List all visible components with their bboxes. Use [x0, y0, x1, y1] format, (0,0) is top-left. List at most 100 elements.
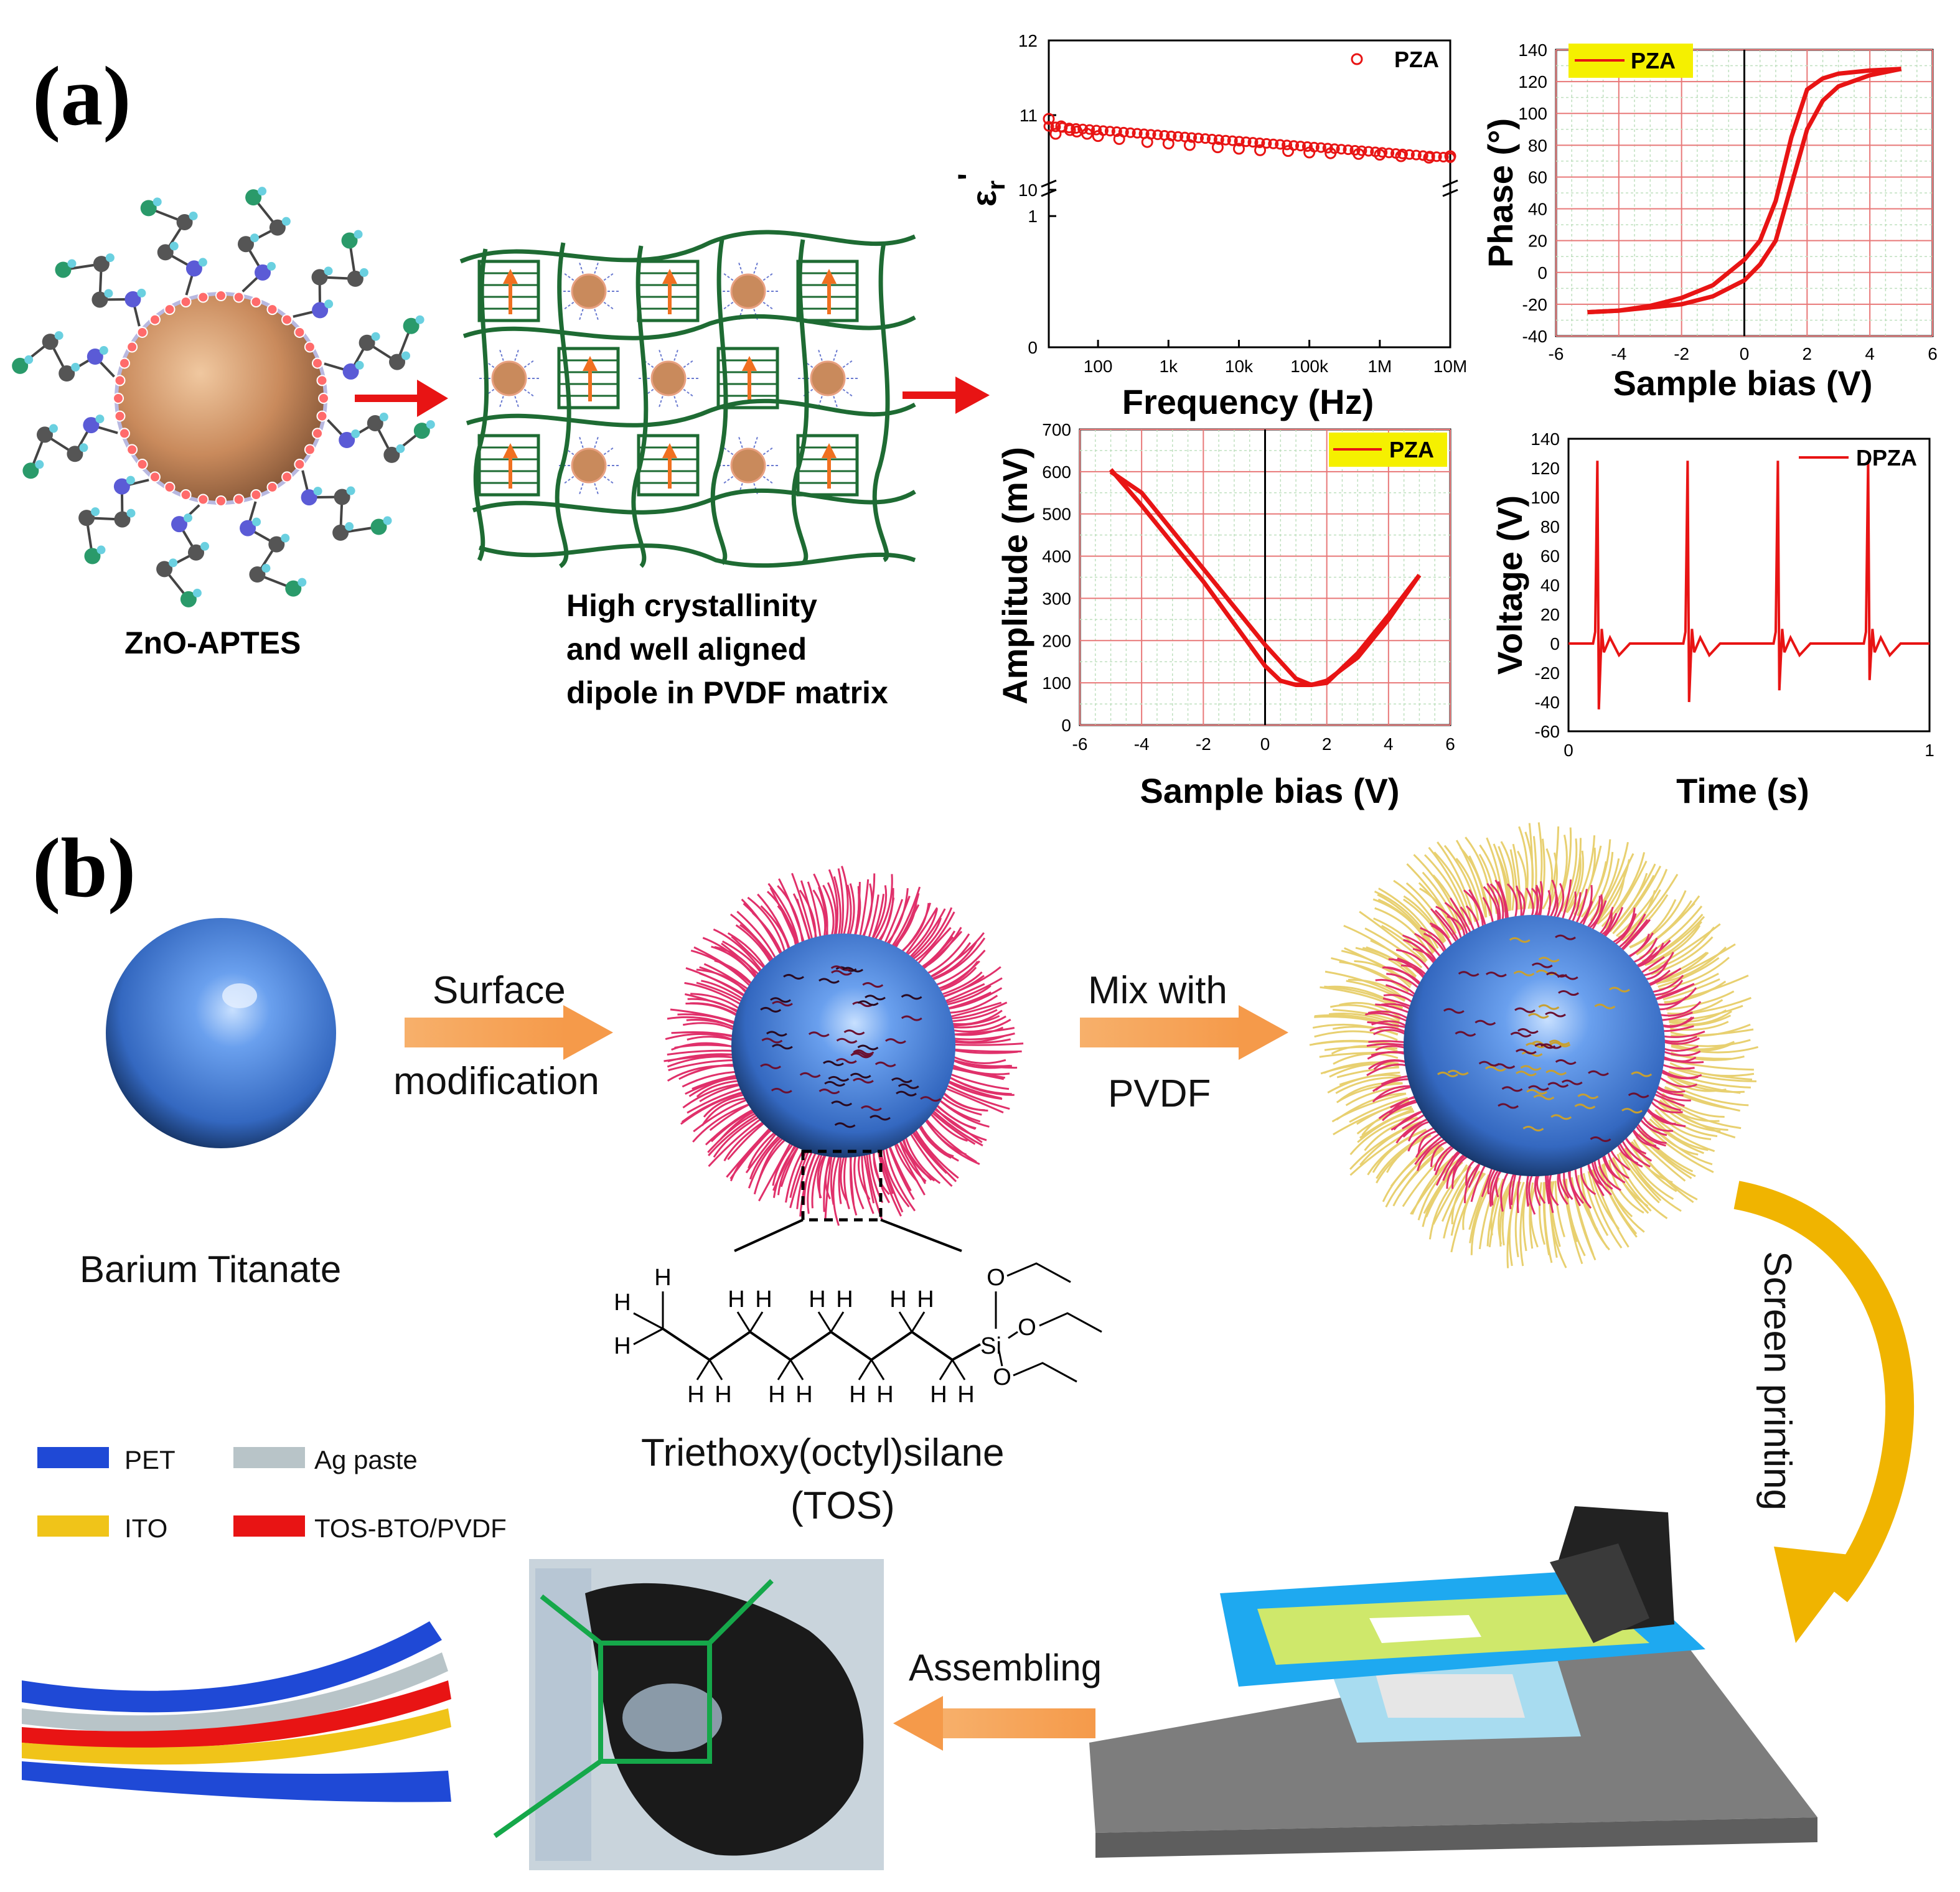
data-point — [1356, 145, 1367, 156]
data-point — [1183, 139, 1196, 151]
y-tick-label: 700 — [1042, 420, 1071, 439]
ch-bond — [633, 1328, 663, 1346]
amplitude-chart: -6 -4 -2 0 2 4 6 0 100 200 300 400 500 600 700 PZA Sampl… — [995, 420, 1455, 810]
y-tick-label: 600 — [1042, 462, 1071, 482]
aptes-ligands — [12, 187, 435, 607]
x-tick-label: 0 — [1564, 741, 1573, 760]
x-tick-label: 10M — [1433, 357, 1467, 376]
ch-bond — [911, 1311, 926, 1332]
ethyl-group — [1039, 1312, 1102, 1333]
y-tick-label: 60 — [1528, 167, 1547, 187]
data-point — [1424, 151, 1435, 162]
zno-aptes-particle — [12, 187, 435, 607]
x-tick-label: -6 — [1072, 734, 1088, 754]
data-point — [1288, 140, 1300, 151]
data-point — [1295, 141, 1306, 152]
data-point — [1322, 143, 1333, 154]
data-point — [1370, 146, 1381, 157]
h-atom: H — [876, 1382, 893, 1408]
barium-titanate-label: Barium Titanate — [80, 1248, 341, 1290]
x-axis-title: Time (s) — [1676, 771, 1809, 810]
screen-printing-label: Screen printing — [1756, 1251, 1799, 1510]
data-point — [1206, 134, 1217, 145]
reverse-branch — [1587, 67, 1901, 315]
x-tick-label: 100 — [1084, 357, 1113, 376]
permittivity-chart: 10 11 12 0 1 100 1k 10k 100k 1M 10M PZA Frequency (H… — [952, 31, 1467, 421]
data-point — [1084, 124, 1095, 135]
y-tick-label: 60 — [1540, 546, 1560, 566]
ag-paste-label: Ag paste — [314, 1445, 418, 1474]
data-point — [1043, 113, 1055, 125]
h-atom: H — [728, 1286, 744, 1313]
data-point — [1077, 123, 1089, 134]
data-point — [1410, 149, 1422, 161]
data-point — [1159, 130, 1170, 141]
y-tick-label: 0 — [1028, 338, 1038, 357]
data-point — [1363, 146, 1374, 157]
ethyl-group — [1013, 1362, 1077, 1383]
x-tick-label: 0 — [1260, 734, 1270, 754]
y-axis-title: εr' — [952, 173, 1010, 207]
si-o-bond — [1008, 1331, 1018, 1339]
x-axis-title: Frequency (Hz) — [1122, 382, 1374, 421]
c-si-bond — [952, 1343, 981, 1361]
y-tick-label: 40 — [1528, 200, 1547, 219]
data-point — [1261, 138, 1272, 149]
y-tick-label: 500 — [1042, 505, 1071, 524]
y-tick-label: 100 — [1042, 673, 1071, 693]
ch-bond — [858, 1359, 873, 1380]
x-tick-label: 1M — [1367, 357, 1392, 376]
h-atom: H — [809, 1286, 825, 1313]
data-point — [1282, 139, 1293, 151]
data-point — [1211, 141, 1224, 154]
ch-bond — [898, 1311, 913, 1332]
legend-label: PZA — [1389, 437, 1434, 462]
data-point — [1445, 152, 1456, 163]
mix-pvdf-arrow — [1080, 1005, 1288, 1060]
pet-label: PET — [124, 1445, 176, 1474]
data-point — [1438, 152, 1449, 163]
y-tick-label: 10 — [1018, 180, 1038, 200]
red-arrow-1 — [355, 380, 448, 417]
o-atom: O — [1018, 1314, 1036, 1341]
ch-bond — [777, 1359, 792, 1380]
ch-bond — [696, 1359, 711, 1380]
data-point — [1254, 144, 1267, 156]
legend-label: PZA — [1631, 48, 1676, 73]
matrix-caption-line-3: dipole in PVDF matrix — [566, 675, 888, 710]
pet-swatch — [37, 1447, 109, 1468]
surface-modification-label-1: Surface — [433, 969, 566, 1012]
y-axis-title: Phase (°) — [1481, 118, 1520, 268]
y-tick-label: -40 — [1535, 693, 1560, 712]
data-point — [1104, 126, 1115, 137]
data-point — [1179, 131, 1191, 143]
ethyl-group — [1006, 1262, 1071, 1283]
data-point — [1220, 134, 1231, 146]
plot-frame — [1567, 438, 1931, 733]
data-point — [1043, 121, 1054, 132]
data-point — [1417, 150, 1428, 161]
data-point — [1199, 133, 1211, 144]
screen-printer — [1089, 1506, 1817, 1858]
panel-a-label: (a) — [32, 50, 131, 143]
si-atom: Si — [980, 1333, 1001, 1359]
h-atom: H — [930, 1382, 947, 1408]
ch-bond — [870, 1359, 885, 1380]
y-axis-title: Voltage (V) — [1490, 495, 1529, 675]
y-tick-label: 80 — [1540, 517, 1560, 536]
data-point — [1349, 144, 1361, 156]
layer-legend: PET Ag paste ITO TOS-BTO/PVDF — [37, 1445, 507, 1543]
y-axis-title: Amplitude (mV) — [995, 447, 1034, 705]
voltage-chart: 0 1 -60 -40 -20 0 20 40 60 80 100 120 140 DPZA Time (s… — [1490, 429, 1934, 810]
assembling-label: Assembling — [909, 1647, 1102, 1688]
tos-bto-pvdf-label: TOS-BTO/PVDF — [314, 1514, 507, 1543]
device-photo — [493, 1559, 884, 1870]
data-point — [1071, 123, 1082, 134]
data-point — [1227, 135, 1238, 146]
data-point — [1315, 142, 1326, 153]
ch-bond — [951, 1359, 966, 1380]
ito-label: ITO — [124, 1514, 167, 1543]
h-atom: H — [889, 1286, 906, 1313]
x-tick-label: 1 — [1925, 741, 1934, 760]
